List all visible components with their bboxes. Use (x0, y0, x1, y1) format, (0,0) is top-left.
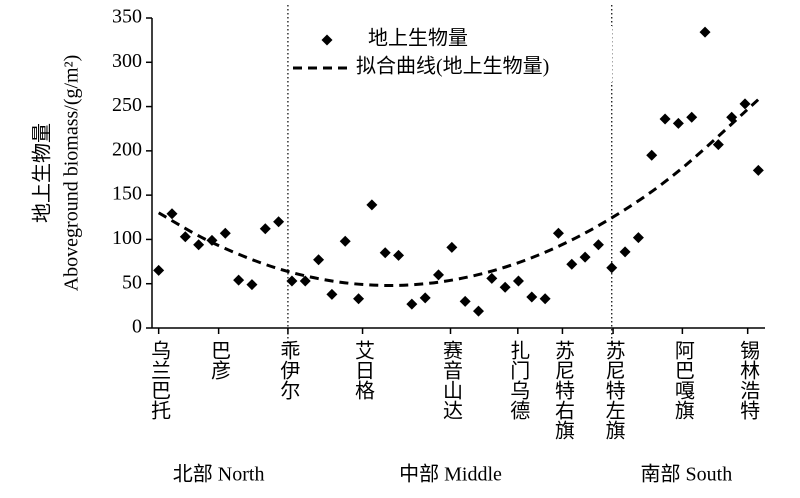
data-point (273, 216, 285, 228)
legend-background (292, 26, 612, 82)
data-point (566, 258, 578, 270)
data-point (219, 227, 231, 239)
data-point (552, 227, 564, 239)
y-tick-label: 350 (112, 6, 142, 28)
y-axis-label: Aboveground biomass/(g/m²) (61, 55, 83, 292)
legend-label: 地上生物量 (368, 27, 468, 50)
x-tick-label: 艾日格 (352, 340, 375, 400)
data-point (712, 139, 724, 151)
x-tick-label: 阿巴嘎旗 (671, 340, 694, 420)
data-point (632, 232, 644, 244)
data-point (286, 275, 298, 287)
x-tick-label: 苏尼特右旗 (551, 340, 574, 440)
data-point (246, 279, 258, 291)
y-tick-label: 50 (122, 271, 142, 293)
legend-marker (321, 34, 333, 46)
y-tick-label: 150 (112, 183, 142, 205)
data-point (193, 239, 205, 251)
data-point (393, 249, 405, 261)
data-point (592, 239, 604, 251)
data-point (179, 231, 191, 243)
data-point (446, 241, 458, 253)
data-point (433, 269, 445, 281)
y-tick-label: 100 (112, 227, 142, 249)
data-point (472, 305, 484, 317)
data-point (233, 274, 245, 286)
data-point (299, 275, 311, 287)
data-point (699, 26, 711, 38)
x-tick-label: 乌兰巴托 (148, 340, 171, 420)
y-tick-label: 0 (132, 316, 142, 338)
data-point (486, 272, 498, 284)
x-tick-label: 赛音山达 (440, 340, 463, 420)
data-point (259, 223, 271, 235)
data-point (686, 111, 698, 123)
x-tick-label: 锡林浩特 (737, 340, 760, 420)
data-point (153, 264, 165, 276)
y-tick-label: 300 (112, 50, 142, 72)
x-tick-label: 巴彦 (208, 340, 231, 380)
region-label: 北部 North (173, 463, 265, 486)
data-point (499, 281, 511, 293)
data-point (339, 235, 351, 247)
data-point (366, 199, 378, 211)
data-point (313, 254, 325, 266)
region-label: 南部 South (641, 463, 733, 486)
data-point (619, 246, 631, 258)
fit-curve (157, 98, 760, 287)
data-point (379, 247, 391, 259)
y-axis-label-cn: 地上生物量 (31, 123, 54, 223)
data-point (326, 288, 338, 300)
data-point (512, 275, 524, 287)
data-point (459, 295, 471, 307)
data-point (672, 117, 684, 129)
data-point (579, 251, 591, 263)
x-tick-label: 乖伊尔 (277, 340, 300, 400)
data-point (606, 262, 618, 274)
region-label: 中部 Middle (399, 463, 502, 486)
data-point (406, 298, 418, 310)
legend-label: 拟合曲线(地上生物量) (356, 55, 549, 78)
y-tick-label: 250 (112, 94, 142, 116)
y-tick-label: 200 (112, 138, 142, 160)
data-point (419, 292, 431, 304)
data-point (166, 208, 178, 220)
data-point (526, 291, 538, 303)
x-tick-label: 扎门乌德 (507, 340, 530, 420)
x-tick-label: 苏尼特左旗 (602, 340, 625, 440)
data-point (752, 164, 764, 176)
data-point (659, 113, 671, 125)
data-point (353, 293, 365, 305)
data-point (539, 293, 551, 305)
data-point (646, 149, 658, 161)
data-point (739, 98, 751, 110)
